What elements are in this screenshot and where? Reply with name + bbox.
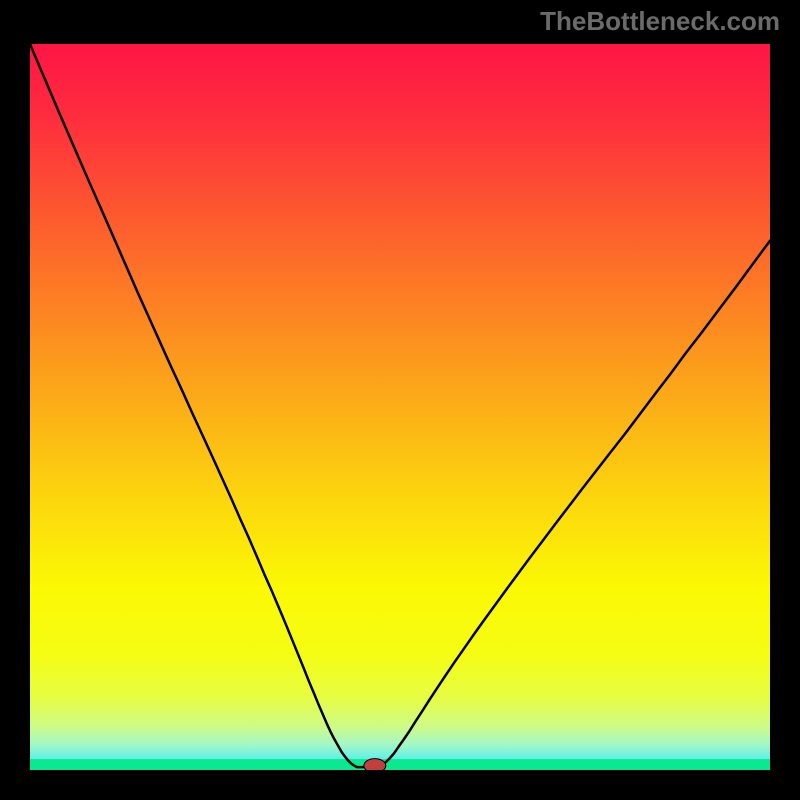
minimum-marker: [364, 759, 386, 770]
gradient-background: [30, 44, 770, 770]
plot-area: [30, 44, 770, 770]
chart-container: TheBottleneck.com: [0, 0, 800, 800]
green-band: [30, 759, 770, 770]
plot-svg: [30, 44, 770, 770]
watermark-text: TheBottleneck.com: [540, 6, 780, 37]
